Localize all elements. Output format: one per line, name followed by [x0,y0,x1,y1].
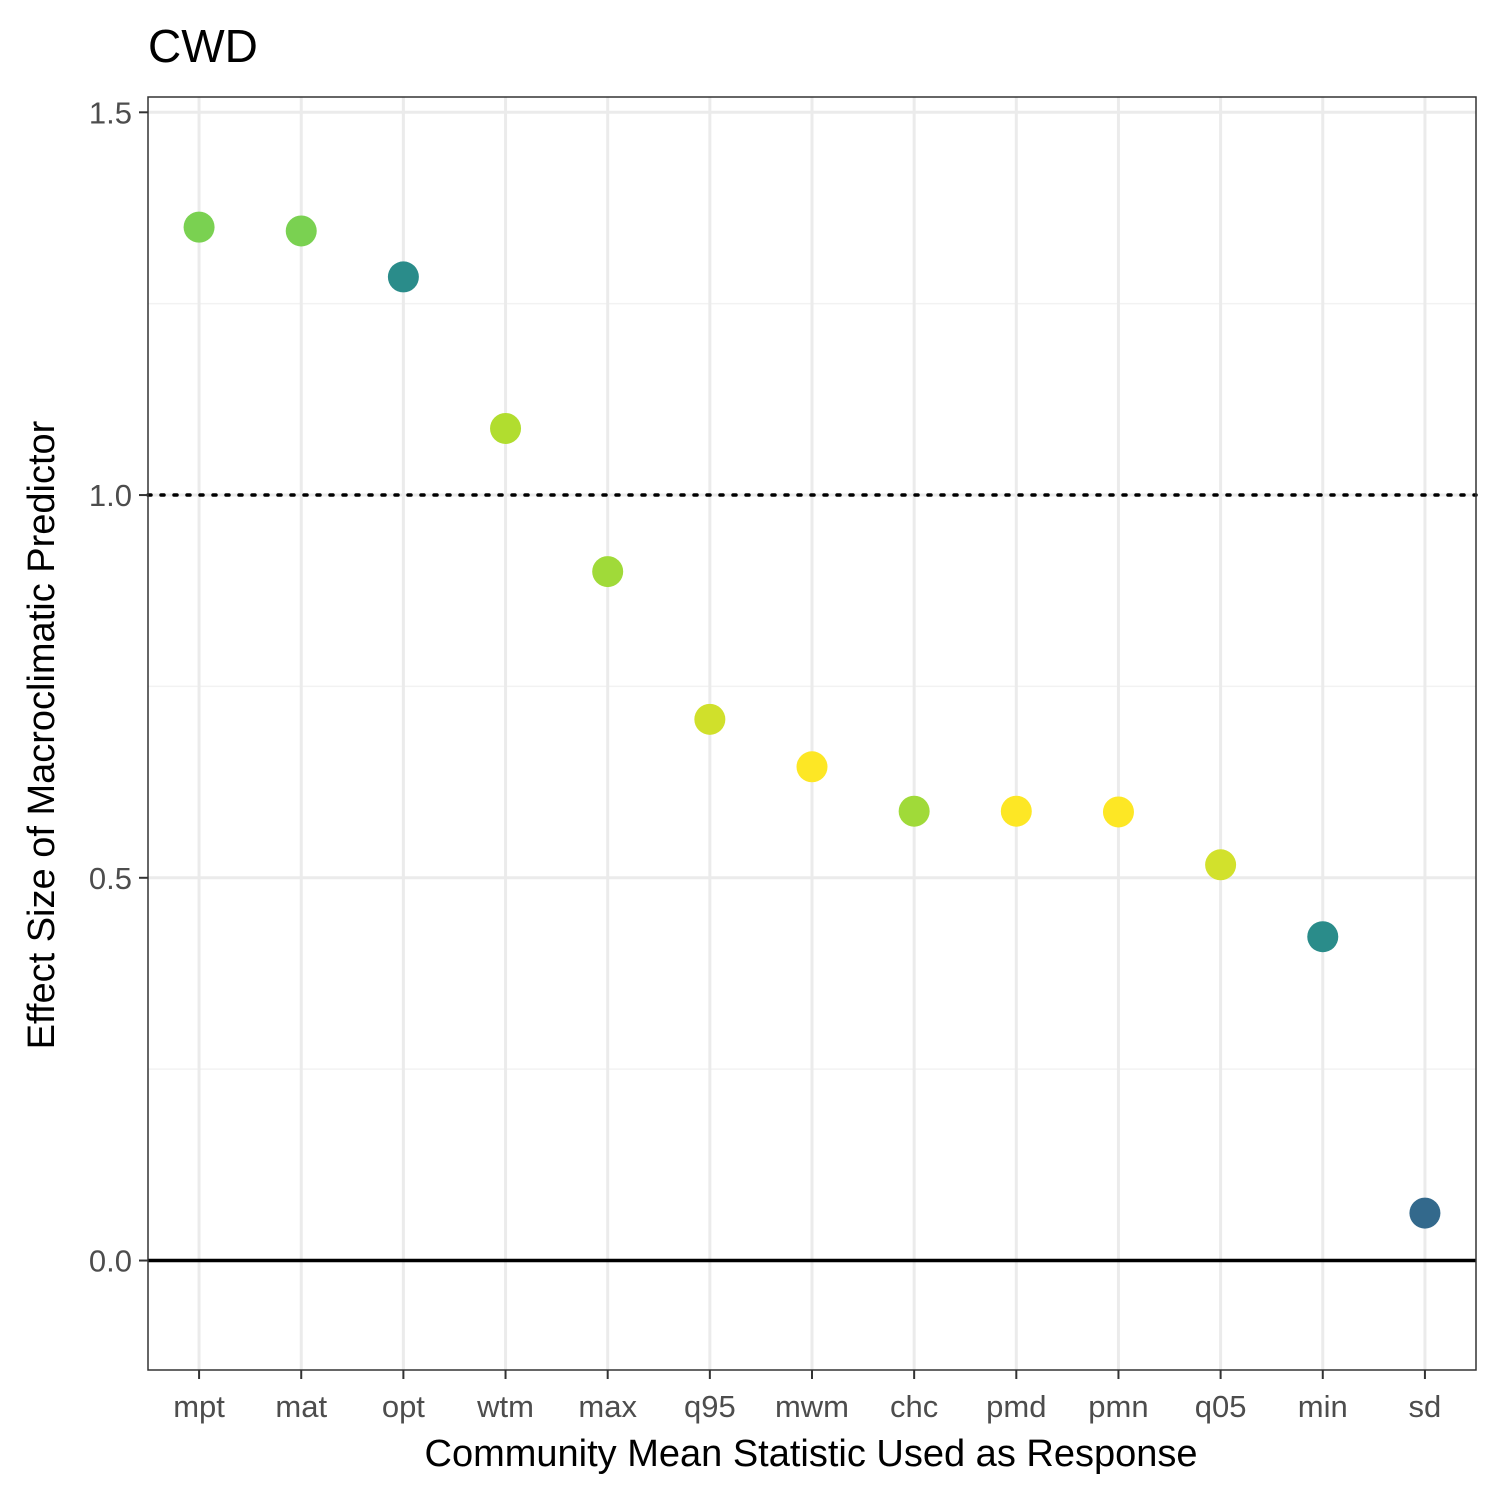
data-point-pmn [1102,796,1134,828]
x-tick-label-opt: opt [382,1389,425,1424]
x-tick-label-q05: q05 [1195,1389,1247,1424]
data-point-max [592,556,624,588]
data-point-pmd [1000,795,1032,827]
y-tick-label: 0.5 [89,861,132,896]
y-tick-label: 0.0 [89,1244,132,1279]
data-point-mpt [183,211,215,243]
x-tick-label-mat: mat [275,1389,327,1424]
x-tick-label-q95: q95 [684,1389,736,1424]
reference-lines [146,493,1478,1263]
data-point-chc [898,795,930,827]
data-point-sd [1409,1197,1441,1229]
x-tick-label-pmn: pmn [1088,1389,1148,1424]
data-points [183,211,1441,1229]
data-point-mat [285,215,317,247]
x-tick-label-wtm: wtm [476,1389,534,1424]
data-point-wtm [490,412,522,444]
x-tick-label-mwm: mwm [775,1389,849,1424]
x-tick-label-mpt: mpt [173,1389,225,1424]
x-tick-label-pmd: pmd [986,1389,1046,1424]
y-tick-label: 1.5 [89,95,132,130]
data-point-opt [387,261,419,293]
data-point-q05 [1205,849,1237,881]
chart-title: CWD [148,20,258,72]
x-tick-label-max: max [578,1389,637,1424]
axes: 0.0 0.5 1.0 1.5 mpt mat opt wtm max q95 mwm chc pmd p… [89,95,1441,1424]
x-tick-label-chc: chc [890,1389,938,1424]
data-point-q95 [694,703,726,735]
y-tick-label: 1.0 [89,478,132,513]
y-axis-title: Effect Size of Macroclimatic Predictor [21,420,63,1049]
data-point-min [1307,921,1339,953]
x-axis-title: Community Mean Statistic Used as Respons… [425,1433,1198,1475]
x-tick-label-min: min [1298,1389,1348,1424]
data-point-mwm [796,751,828,783]
x-tick-label-sd: sd [1409,1389,1442,1424]
